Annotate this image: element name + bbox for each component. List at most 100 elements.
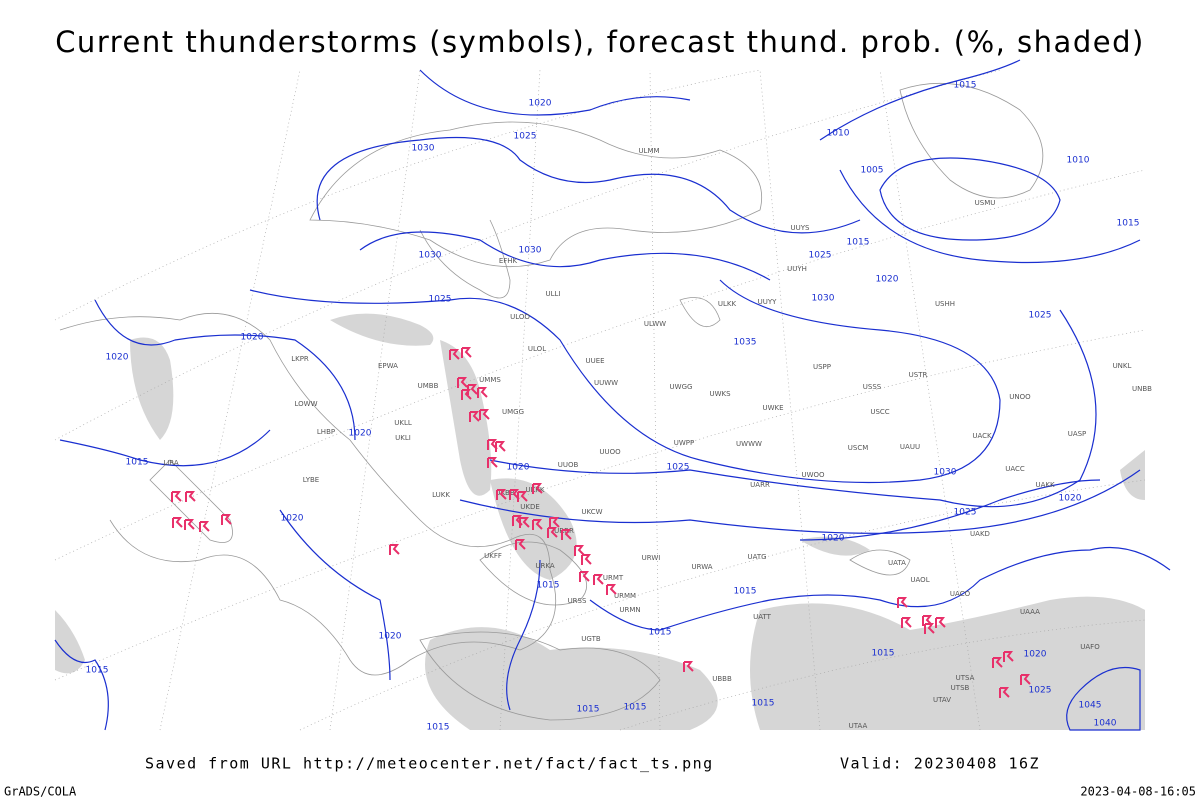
- thunderstorm-symbol: [496, 489, 507, 500]
- station-label: ULWW: [644, 320, 666, 328]
- thunderstorm-symbol: [901, 617, 912, 628]
- isobar-label: 1020: [379, 632, 402, 642]
- station-label: UUWW: [594, 379, 618, 387]
- isobar-label: 1015: [752, 699, 775, 709]
- station-label: UWWW: [736, 440, 762, 448]
- thunderstorm-symbol: [171, 491, 182, 502]
- thunderstorm-symbol: [683, 661, 694, 672]
- thunderstorm-symbol: [999, 687, 1010, 698]
- map-area: 1015 1020 1025 1030 1010 1005 1010 1015 1015 1025…: [54, 59, 1171, 733]
- station-label: UBBB: [712, 675, 732, 683]
- isobar-label: 1015: [649, 628, 672, 638]
- thunderstorm-symbol: [517, 491, 528, 502]
- thunderstorm-symbol: [593, 574, 604, 585]
- station-label: LHBP: [317, 428, 335, 436]
- station-label: UMMS: [479, 376, 501, 384]
- isobar-label: 1030: [934, 468, 957, 478]
- station-label: URKA: [535, 562, 554, 570]
- thunderstorm-symbol: [469, 411, 480, 422]
- thunderstorm-symbol: [581, 554, 592, 565]
- thunderstorm-symbol: [924, 623, 935, 634]
- thunderstorm-symbol: [477, 387, 488, 398]
- station-label: UKCW: [581, 508, 602, 516]
- thunderstorm-symbol: [185, 491, 196, 502]
- title: Current thunderstorms (symbols), forecas…: [55, 25, 1145, 59]
- station-label: ULMM: [638, 147, 659, 155]
- station-label: ULKK: [718, 300, 737, 308]
- thunderstorm-symbol: [221, 514, 232, 525]
- isobar-label: 1015: [86, 666, 109, 676]
- thunderstorm-symbol: [515, 539, 526, 550]
- isobar-label: 1015: [577, 705, 600, 715]
- thunderstorm-symbol: [449, 349, 460, 360]
- isobar-label: 1015: [126, 458, 149, 468]
- thunderstorm-symbol: [606, 584, 617, 595]
- thunderstorm-symbol: [992, 657, 1003, 668]
- station-label: USTR: [909, 371, 928, 379]
- isobar-label: 1020: [106, 353, 129, 363]
- thunderstorm-symbol: [935, 617, 946, 628]
- isobar-label: 1025: [1029, 686, 1052, 696]
- station-label: UKKK: [526, 486, 545, 494]
- station-label: LUKK: [432, 491, 450, 499]
- thunderstorm-symbol: [579, 571, 590, 582]
- station-label: UACO: [950, 590, 971, 598]
- station-label: UWKE: [762, 404, 783, 412]
- station-label: UKBB: [495, 489, 515, 497]
- thunderstorm-symbol: [457, 377, 468, 388]
- station-label: UWKS: [709, 390, 731, 398]
- station-label: URMN: [619, 606, 640, 614]
- station-label: UKDE: [520, 503, 540, 511]
- thunderstorm-symbol: [461, 389, 472, 400]
- station-label: LIRA: [163, 459, 179, 467]
- thunderstorm-symbol: [922, 615, 933, 626]
- station-label: UMGG: [502, 408, 524, 416]
- station-label: URWI: [642, 554, 661, 562]
- graticule: [54, 69, 1146, 731]
- isobar-label: 1020: [1059, 494, 1082, 504]
- station-label: UATG: [747, 553, 766, 561]
- station-label: UNBB: [1132, 385, 1152, 393]
- station-label: UUEE: [585, 357, 604, 365]
- station-label: UUYS: [791, 224, 811, 232]
- thunderstorm-symbol: [199, 521, 210, 532]
- station-label: UAFO: [1080, 643, 1100, 651]
- station-label: UWGG: [670, 383, 693, 391]
- station-label: UAAA: [1020, 608, 1040, 616]
- station-label: UWOO: [801, 471, 825, 479]
- thunderstorm-symbol: [479, 409, 490, 420]
- station-label: UMBB: [418, 382, 439, 390]
- isobar-label: 1015: [847, 238, 870, 248]
- station-label: LOWW: [294, 400, 317, 408]
- isobar-label: 1025: [954, 508, 977, 518]
- valid-time: Valid: 20230408 16Z: [840, 755, 1040, 773]
- isobar-label: 1030: [812, 294, 835, 304]
- station-label: UAKK: [1035, 481, 1055, 489]
- isobar-label: 1040: [1094, 719, 1117, 729]
- station-label: USMU: [975, 199, 996, 207]
- station-label: UACK: [972, 432, 992, 440]
- thunderstorm-symbols: [171, 347, 1031, 698]
- source-url: Saved from URL http://meteocenter.net/fa…: [145, 755, 714, 773]
- thunderstorm-symbol: [184, 519, 195, 530]
- isobar-label: 1015: [427, 723, 450, 733]
- station-label: UTAA: [849, 722, 868, 730]
- thunderstorm-symbol: [389, 544, 400, 555]
- timestamp: 2023-04-08-16:05: [1080, 785, 1196, 799]
- station-label: UUYH: [787, 265, 807, 273]
- station-label: UASP: [1068, 430, 1087, 438]
- isobar-label: 1010: [1067, 156, 1090, 166]
- isobar-label: 1015: [537, 581, 560, 591]
- station-label: UWPP: [674, 439, 695, 447]
- isobar-label: 1015: [624, 703, 647, 713]
- isobar-label: 1020: [507, 463, 530, 473]
- isobar-label: 1030: [412, 144, 435, 154]
- isobar-label: 1015: [734, 587, 757, 597]
- station-label: UKLI: [395, 434, 411, 442]
- software: GrADS/COLA: [4, 785, 77, 799]
- station-label: UAUU: [900, 443, 920, 451]
- isobar-label: 1020: [529, 99, 552, 109]
- station-label: LKPR: [291, 355, 309, 363]
- isobar-label: 1020: [349, 429, 372, 439]
